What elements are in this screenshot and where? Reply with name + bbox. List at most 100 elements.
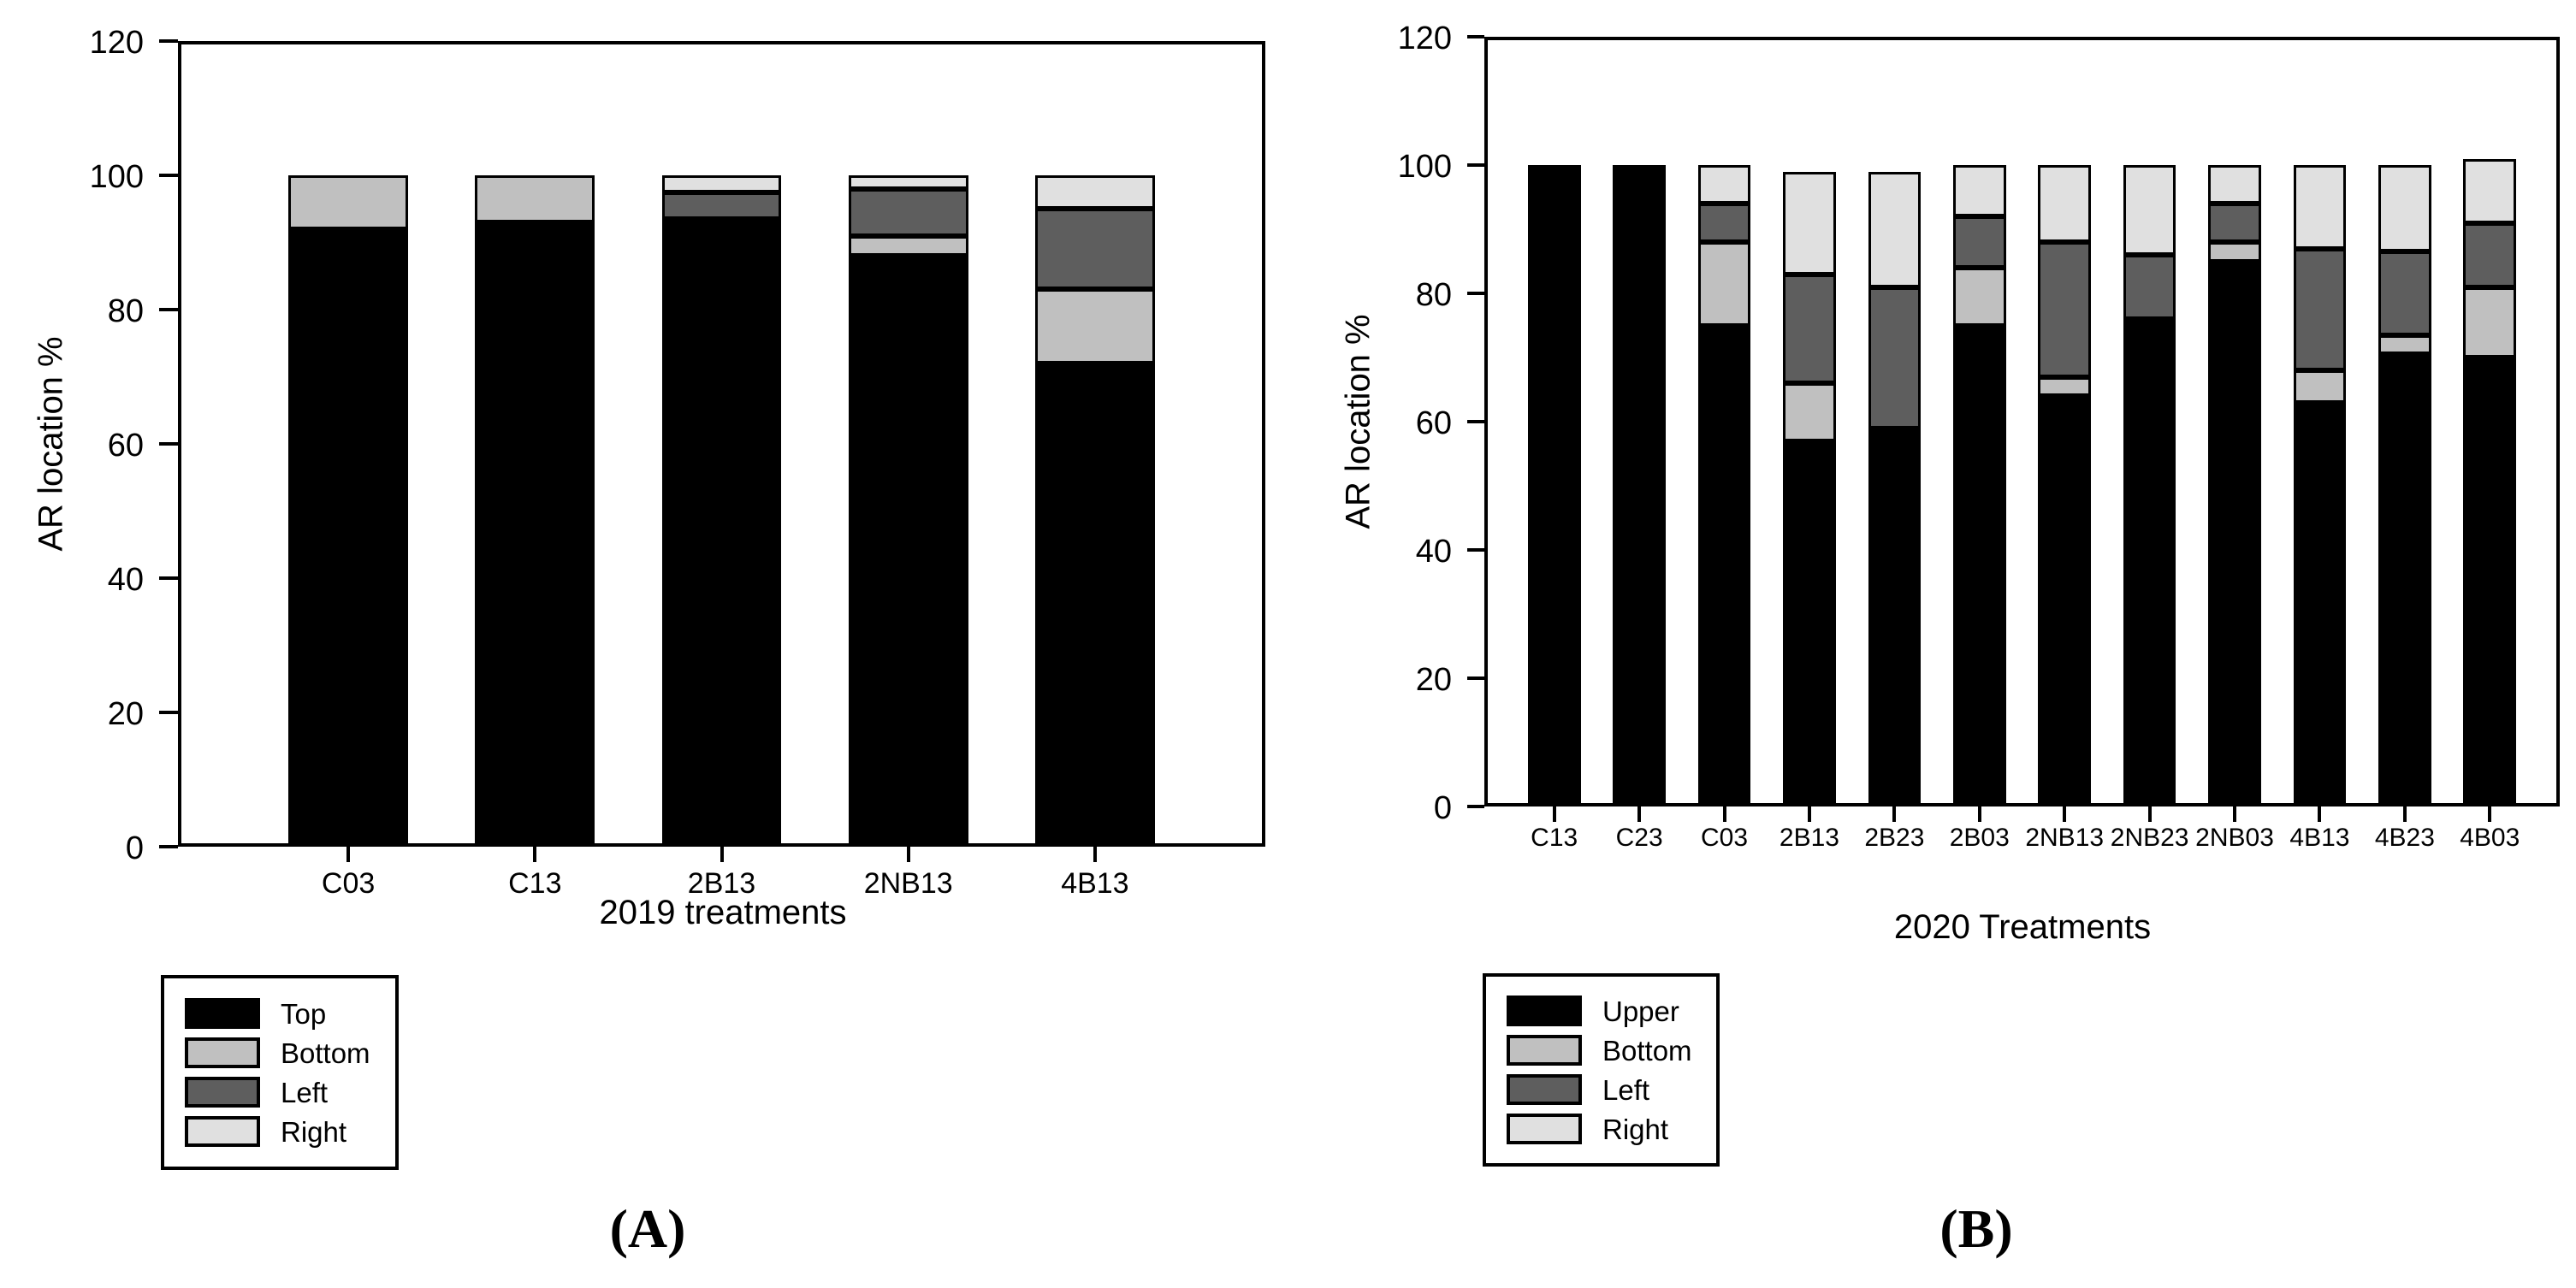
bar-segment-bottom xyxy=(475,175,595,222)
x-axis-tick xyxy=(2402,806,2407,822)
y-axis-tick xyxy=(1467,163,1484,167)
x-axis-tick xyxy=(1892,806,1897,822)
bar-segment-upper xyxy=(1527,165,1581,806)
bar-segment-upper xyxy=(1868,428,1922,806)
x-axis-tick xyxy=(533,847,537,862)
legend-item-upper: Upper xyxy=(1507,991,1716,1031)
x-tick-label: C13 xyxy=(508,867,562,900)
bar-segment-right xyxy=(2038,165,2091,242)
x-axis-tick xyxy=(1093,847,1097,862)
x-axis-tick xyxy=(346,847,351,862)
bar-segment-upper xyxy=(1952,325,2006,806)
bar-segment-upper xyxy=(2208,261,2261,806)
y-tick-label: 100 xyxy=(89,159,144,195)
x-tick-label: 4B13 xyxy=(2289,824,2350,852)
x-tick-label: 2B23 xyxy=(1864,824,1925,852)
x-axis-title: 2019 treatments xyxy=(599,894,847,931)
bottom-color-swatch xyxy=(1507,1035,1582,1066)
bar-segment-left xyxy=(1868,287,1922,428)
legend-item-label: Upper xyxy=(1602,995,1679,1027)
legend-item-label: Left xyxy=(1602,1073,1650,1106)
bar-segment-bottom xyxy=(2208,242,2261,262)
x-axis-tick xyxy=(720,847,724,862)
bar-segment-bottom xyxy=(2378,334,2431,355)
bar-segment-left xyxy=(2293,248,2347,370)
x-axis-tick xyxy=(1637,806,1642,822)
bar-segment-left xyxy=(2378,251,2431,335)
bar-segment-left xyxy=(2123,255,2176,319)
bottom-color-swatch xyxy=(185,1037,260,1068)
y-tick-label: 80 xyxy=(107,293,144,329)
x-tick-label: C23 xyxy=(1615,824,1663,852)
y-axis-tick xyxy=(159,711,178,714)
legend-item-label: Right xyxy=(281,1115,347,1148)
bar-segment-right xyxy=(2208,165,2261,204)
legend-item-left: Left xyxy=(1507,1070,1716,1109)
bar-segment-left xyxy=(1035,209,1155,290)
y-axis-tick xyxy=(159,308,178,311)
x-axis-tick xyxy=(1977,806,1981,822)
x-tick-label: 2NB13 xyxy=(2025,824,2105,852)
legend-item-bottom: Bottom xyxy=(185,1033,395,1072)
bar-segment-upper xyxy=(2463,357,2517,806)
x-tick-label: 4B23 xyxy=(2374,824,2435,852)
bar-segment-top xyxy=(848,256,968,847)
bar-segment-bottom xyxy=(2038,376,2091,396)
x-axis-tick xyxy=(2147,806,2152,822)
bar-segment-upper xyxy=(1783,440,1836,806)
x-tick-label: 2NB13 xyxy=(863,867,953,900)
bar-segment-left xyxy=(2208,204,2261,242)
x-axis-tick xyxy=(1552,806,1556,822)
bar-segment-left xyxy=(848,188,968,236)
legend-item-label: Right xyxy=(1602,1113,1669,1145)
bar-segment-right xyxy=(1952,165,2006,216)
bar-segment-right xyxy=(848,175,968,189)
legend-item-label: Bottom xyxy=(1602,1034,1692,1066)
bar-segment-bottom xyxy=(848,235,968,257)
legend-box: Top Bottom Left Right xyxy=(161,975,399,1170)
left-color-swatch xyxy=(1507,1074,1582,1105)
y-axis-tick xyxy=(1467,548,1484,552)
bar-segment-upper xyxy=(2378,354,2431,806)
x-tick-label: 2B03 xyxy=(1949,824,2010,852)
x-tick-label: C13 xyxy=(1531,824,1578,852)
upper-color-swatch xyxy=(1507,996,1582,1026)
bar-segment-right xyxy=(661,175,782,192)
y-tick-label: 20 xyxy=(107,696,144,732)
x-tick-label: 4B03 xyxy=(2460,824,2520,852)
x-axis-tick xyxy=(2488,806,2492,822)
y-tick-label: 40 xyxy=(107,562,144,598)
x-axis-tick xyxy=(2318,806,2322,822)
bar-segment-bottom xyxy=(1035,289,1155,363)
bar-segment-right xyxy=(2463,158,2517,223)
bar-segment-bottom xyxy=(2293,370,2347,403)
bar-segment-top xyxy=(661,219,782,847)
top-color-swatch xyxy=(185,998,260,1029)
right-color-swatch xyxy=(185,1116,260,1147)
bar-segment-upper xyxy=(1613,165,1666,806)
x-axis-tick xyxy=(2233,806,2237,822)
x-axis-tick xyxy=(1722,806,1726,822)
y-tick-label: 80 xyxy=(1415,277,1452,313)
bar-segment-right xyxy=(1783,171,1836,275)
y-tick-label: 100 xyxy=(1397,149,1452,185)
y-axis-tick xyxy=(159,442,178,446)
y-tick-label: 0 xyxy=(1433,790,1452,826)
x-axis-tick xyxy=(2063,806,2067,822)
bar-segment-upper xyxy=(2123,319,2176,806)
legend-item-bottom: Bottom xyxy=(1507,1031,1716,1070)
y-axis-tick xyxy=(1467,805,1484,808)
y-axis-tick xyxy=(159,174,178,177)
bar-segment-top xyxy=(288,228,408,847)
y-tick-label: 120 xyxy=(1397,21,1452,56)
bar-segment-right xyxy=(1035,175,1155,210)
bar-segment-left xyxy=(1783,274,1836,383)
y-tick-label: 20 xyxy=(1415,662,1452,698)
bar-segment-bottom xyxy=(288,175,408,229)
bar-segment-bottom xyxy=(1783,383,1836,441)
x-axis-tick xyxy=(1807,806,1811,822)
panel-caption-b: (B) xyxy=(1939,1198,2013,1259)
